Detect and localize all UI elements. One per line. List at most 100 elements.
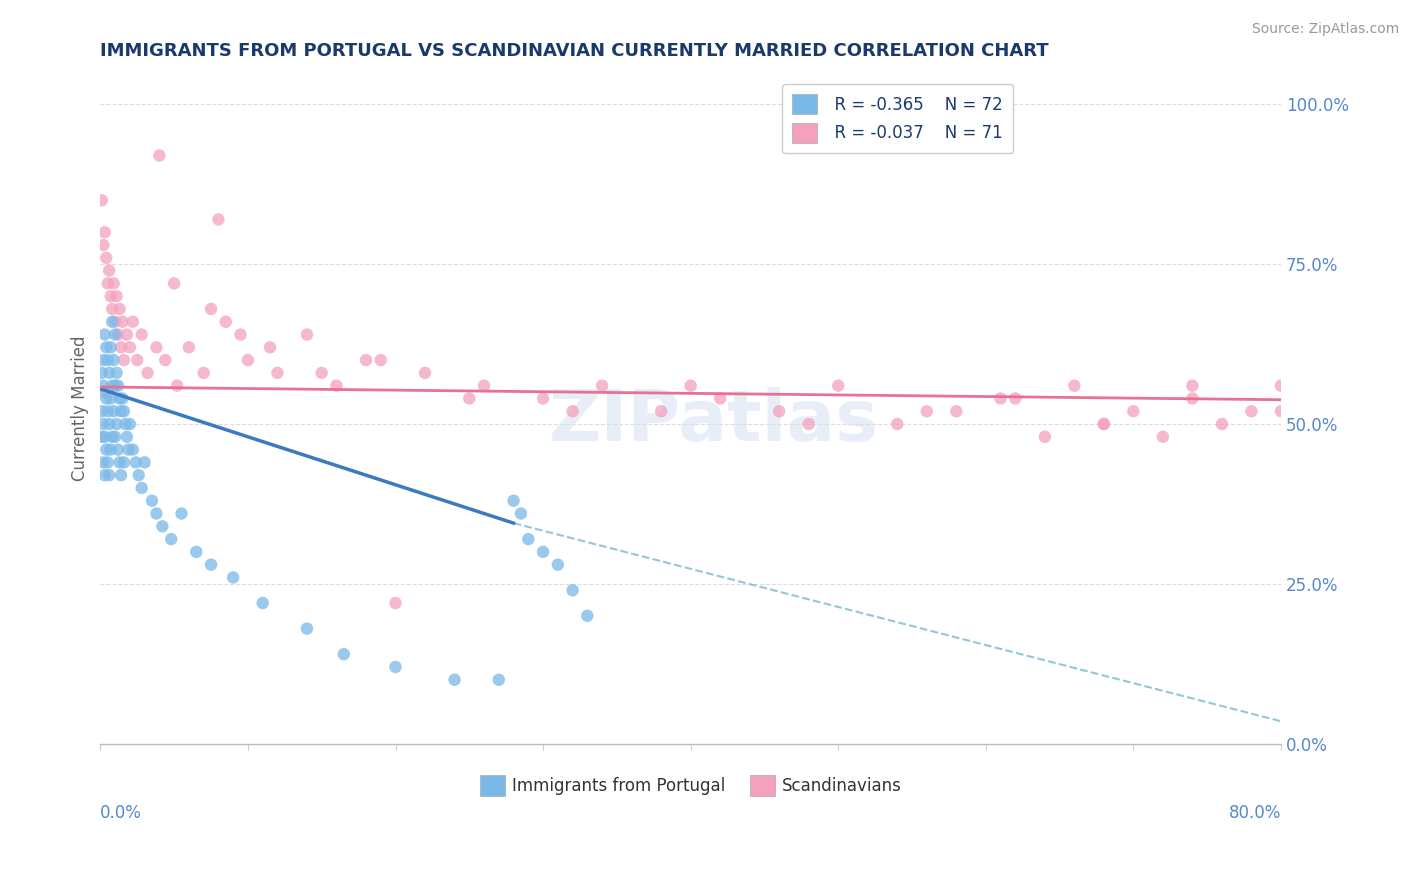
Point [104, 327, 127, 342]
Point [111, 315, 134, 329]
Point [100, 289, 122, 303]
Point [104, 430, 127, 444]
Point [94, 468, 117, 483]
Point [295, 327, 318, 342]
Point [1240, 404, 1263, 418]
Point [333, 647, 356, 661]
Point [1181, 392, 1204, 406]
Point [112, 353, 135, 368]
Point [115, 327, 138, 342]
Point [229, 327, 252, 342]
Point [107, 442, 129, 457]
Point [108, 392, 131, 406]
Point [200, 558, 222, 572]
Point [488, 673, 510, 687]
Point [145, 340, 167, 354]
Point [90, 194, 112, 208]
Point [125, 455, 148, 469]
Point [136, 366, 159, 380]
Point [384, 596, 406, 610]
Point [591, 378, 613, 392]
Point [98, 417, 121, 431]
Point [797, 417, 820, 431]
Point [215, 315, 238, 329]
Point [96, 392, 118, 406]
Point [90, 366, 112, 380]
Point [679, 378, 702, 392]
Point [100, 340, 122, 354]
Point [101, 315, 124, 329]
Point [155, 353, 177, 368]
Point [148, 148, 170, 162]
Point [108, 301, 131, 316]
Point [1211, 417, 1233, 431]
Point [1033, 430, 1056, 444]
Point [100, 392, 122, 406]
Point [207, 212, 229, 227]
Point [110, 468, 132, 483]
Point [1004, 392, 1026, 406]
Point [117, 442, 139, 457]
Point [990, 392, 1012, 406]
Y-axis label: Currently Married: Currently Married [72, 335, 89, 481]
Point [97, 455, 120, 469]
Point [104, 378, 127, 392]
Point [94, 225, 117, 239]
Point [94, 385, 117, 400]
Text: ZIPatlas: ZIPatlas [550, 387, 879, 456]
Point [1270, 378, 1292, 392]
Text: Source: ZipAtlas.com: Source: ZipAtlas.com [1251, 22, 1399, 37]
Point [91, 455, 114, 469]
Point [96, 442, 118, 457]
Point [131, 481, 153, 495]
Point [886, 417, 908, 431]
Point [354, 353, 377, 368]
Point [97, 277, 120, 291]
Point [193, 366, 215, 380]
Point [90, 404, 112, 418]
Point [105, 366, 128, 380]
Point [131, 327, 153, 342]
Point [650, 404, 672, 418]
Text: IMMIGRANTS FROM PORTUGAL VS SCANDINAVIAN CURRENTLY MARRIED CORRELATION CHART: IMMIGRANTS FROM PORTUGAL VS SCANDINAVIAN… [100, 42, 1049, 60]
Point [90, 430, 112, 444]
Point [110, 340, 132, 354]
Point [222, 570, 245, 584]
Point [166, 378, 188, 392]
Point [108, 455, 131, 469]
Point [259, 340, 281, 354]
Point [91, 378, 114, 392]
Point [170, 507, 193, 521]
Point [827, 378, 849, 392]
Point [96, 251, 118, 265]
Point [443, 673, 465, 687]
Point [128, 468, 150, 483]
Point [150, 519, 173, 533]
Point [110, 404, 132, 418]
Point [103, 404, 125, 418]
Point [97, 353, 120, 368]
Point [510, 507, 533, 521]
Point [111, 392, 134, 406]
Point [311, 366, 333, 380]
Point [98, 468, 121, 483]
Point [134, 455, 156, 469]
Point [118, 417, 141, 431]
Point [94, 430, 117, 444]
Point [101, 430, 124, 444]
Point [91, 238, 114, 252]
Point [531, 545, 554, 559]
Point [105, 417, 128, 431]
Point [517, 532, 540, 546]
Point [325, 378, 347, 392]
Point [118, 340, 141, 354]
Point [561, 404, 583, 418]
Point [101, 378, 124, 392]
Point [101, 301, 124, 316]
Point [458, 392, 481, 406]
Point [709, 392, 731, 406]
Point [370, 353, 392, 368]
Point [91, 353, 114, 368]
Point [547, 558, 569, 572]
Point [915, 404, 938, 418]
